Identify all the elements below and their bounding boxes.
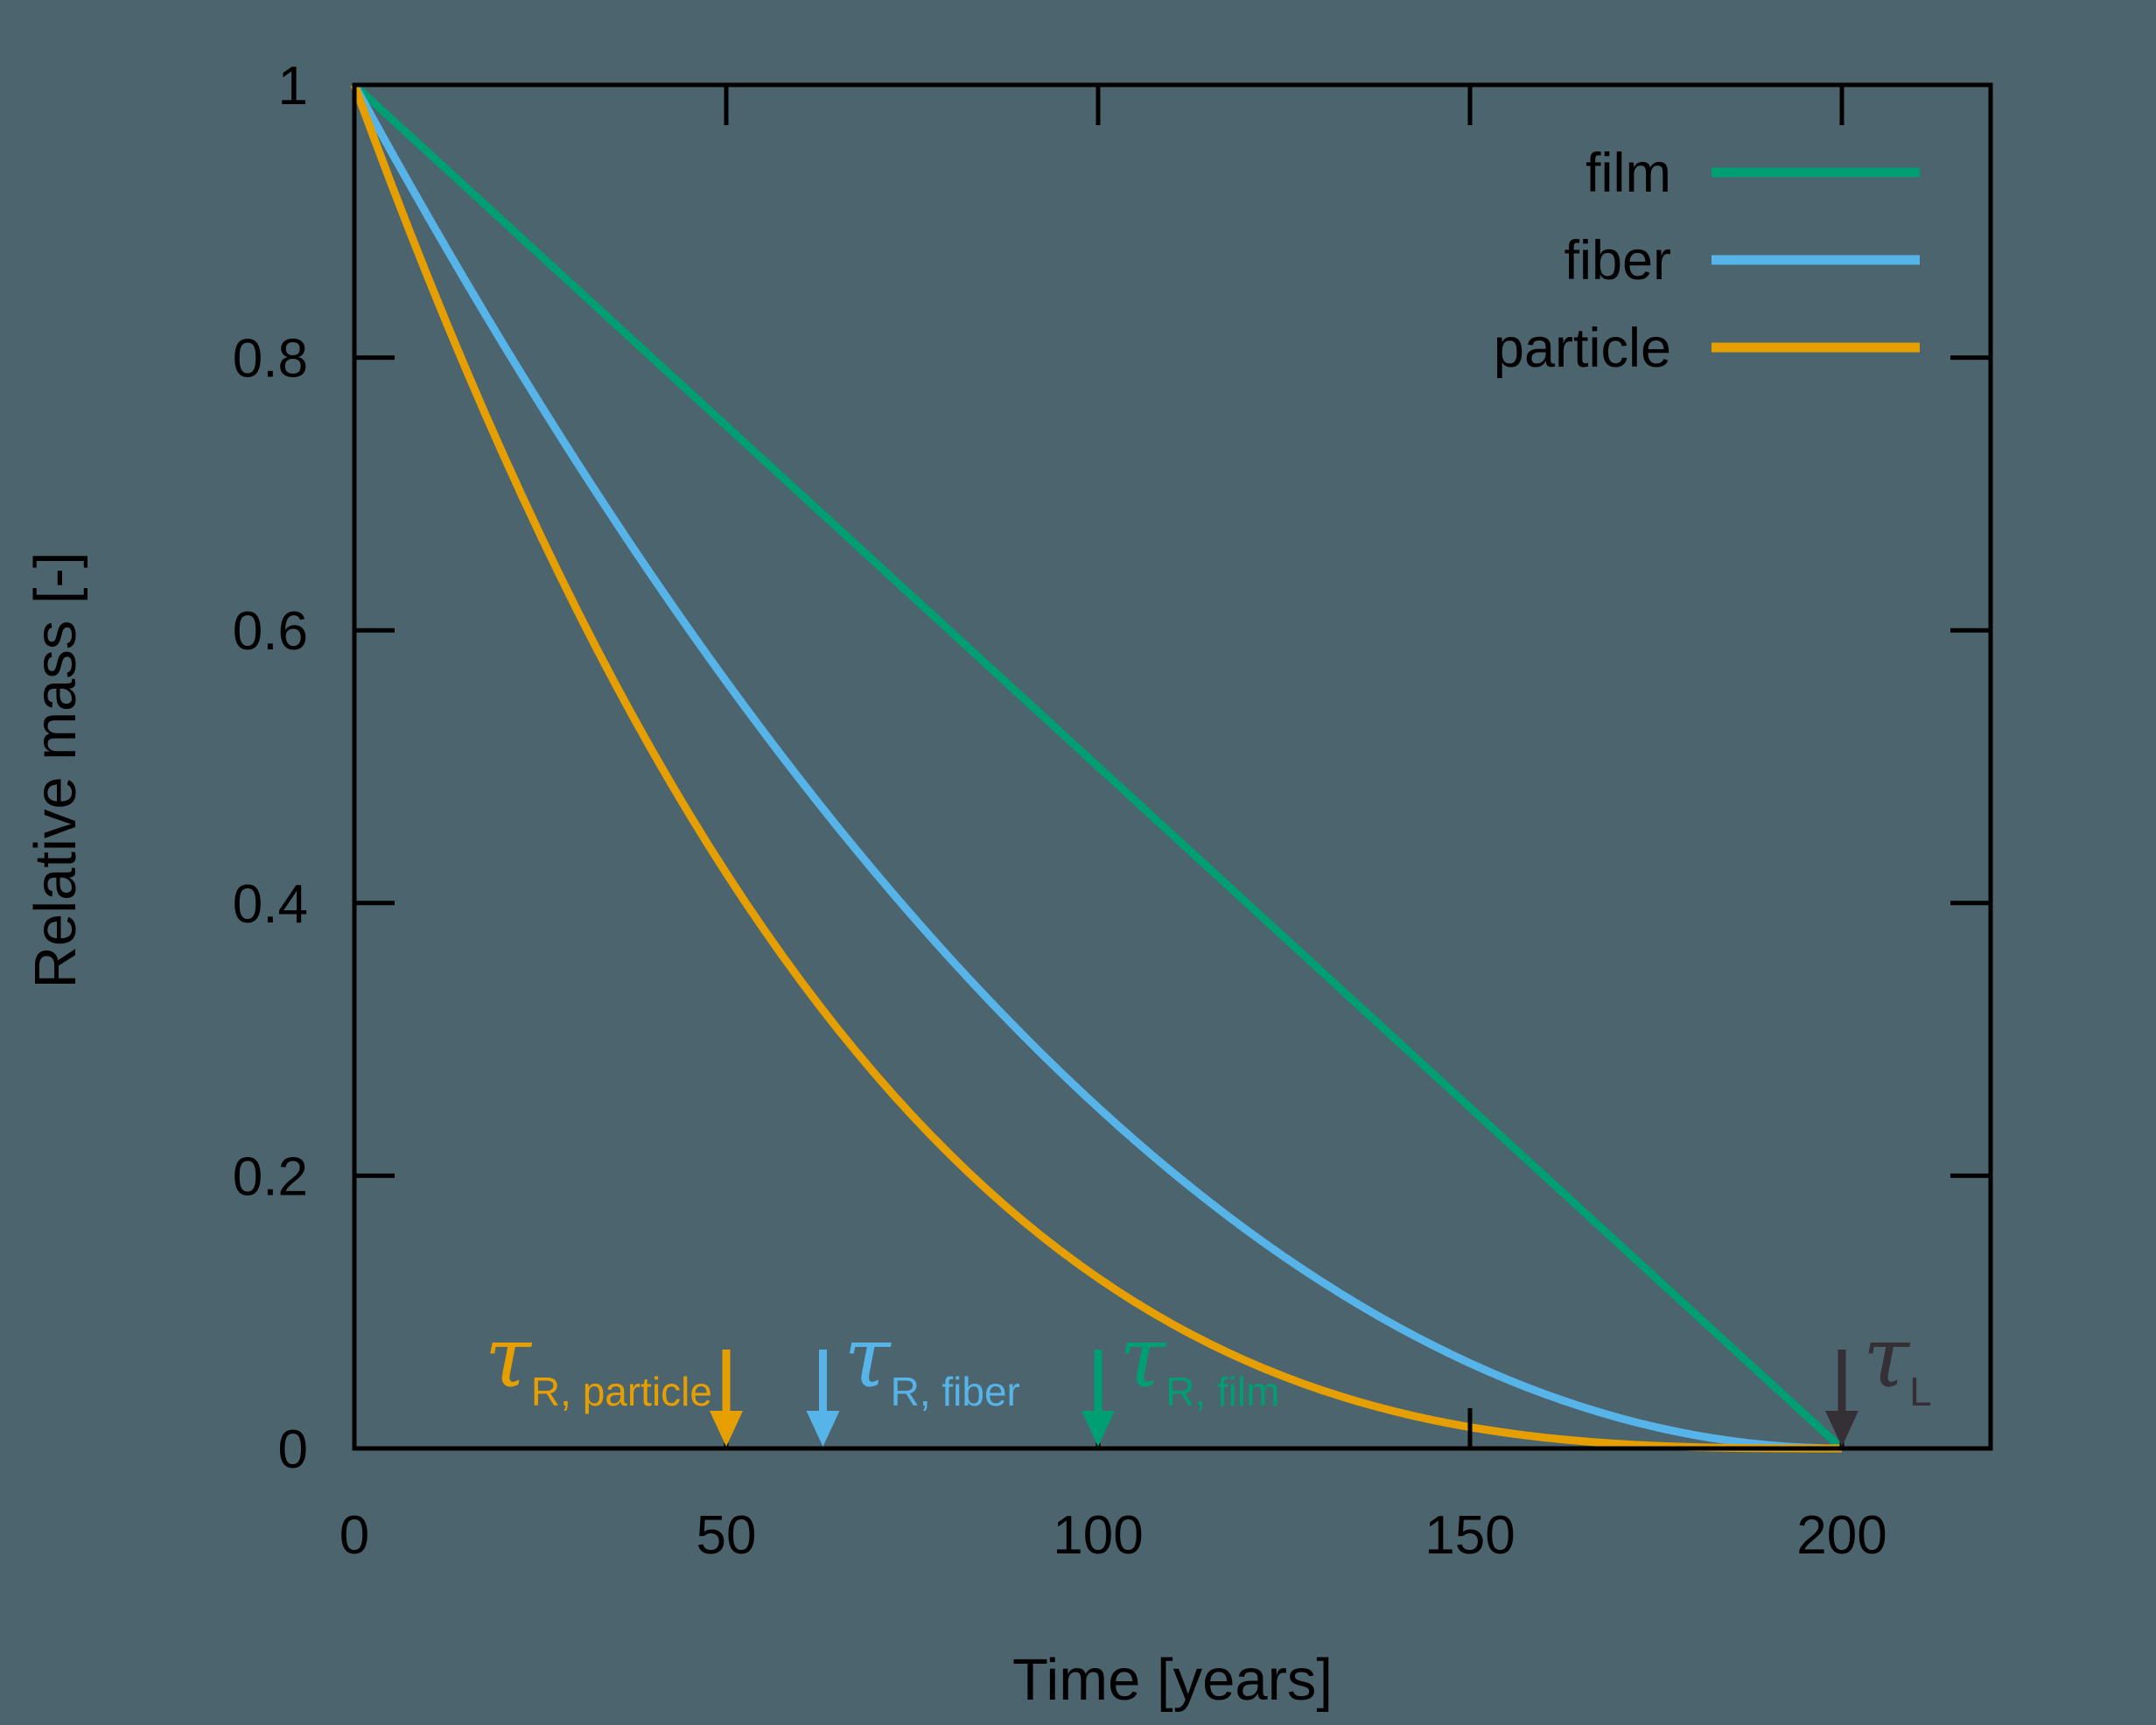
x-tick-label: 50 (696, 1505, 757, 1566)
tau-arrow-head (1825, 1411, 1858, 1447)
y-axis-title: Relative mass [-] (23, 552, 88, 989)
series-line-fiber (351, 82, 1843, 1453)
x-axis-title: Time [years] (1012, 1647, 1333, 1713)
y-tick-label: 0.2 (233, 1146, 308, 1207)
y-tick-label: 1 (278, 56, 308, 116)
tau-label: τR, film (1119, 1308, 1279, 1414)
legend-label-fiber: fiber (1564, 230, 1671, 291)
legend-label-particle: particle (1494, 318, 1671, 379)
tau-arrow-head (1082, 1411, 1115, 1447)
y-tick-label: 0.6 (233, 601, 308, 662)
tau-label: τR, fiber (844, 1308, 1020, 1414)
plot-box (352, 82, 1993, 1451)
plot-border (352, 82, 1993, 1451)
y-tick-label: 0.8 (233, 329, 308, 389)
tau-annotations: τR, particle τR, fiber τR, film τL (485, 1308, 1932, 1447)
x-tick-label: 200 (1796, 1505, 1886, 1566)
tau-arrow-head (710, 1411, 743, 1447)
legend-label-film: film (1586, 143, 1671, 204)
y-tick-label: 0 (278, 1420, 308, 1480)
y-tick-label: 0.4 (233, 874, 308, 935)
axis-tick-labels: 0 50 100 150 200 0 0.2 0.4 0.6 0.8 1 (233, 56, 1887, 1566)
tau-label: τR, particle (485, 1308, 712, 1414)
tau-arrow-head (806, 1411, 840, 1447)
x-tick-label: 150 (1424, 1505, 1515, 1566)
series-line-film (351, 81, 1845, 1452)
series-line-particle (350, 83, 1843, 1453)
series-curves (350, 81, 1845, 1453)
legend: film fiber particle (1494, 143, 1920, 379)
tau-label: τL (1863, 1308, 1932, 1414)
x-tick-label: 100 (1053, 1505, 1143, 1566)
x-tick-label: 0 (340, 1505, 369, 1566)
